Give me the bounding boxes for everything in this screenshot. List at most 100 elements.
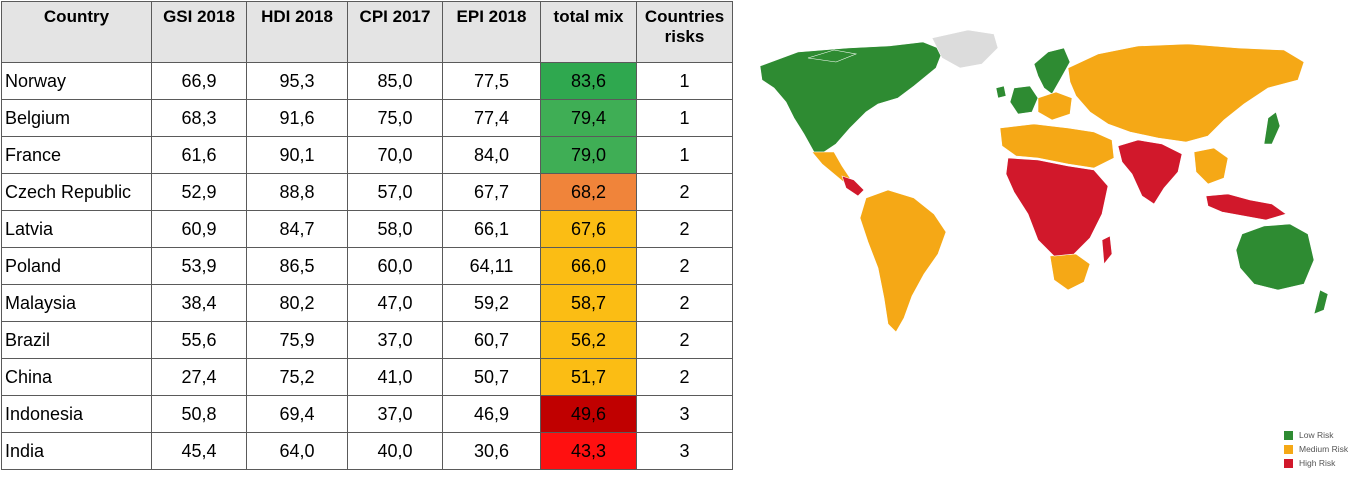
cell-hdi: 95,3 (246, 62, 348, 100)
cell-mix: 49,6 (540, 395, 637, 433)
table-row: India 45,4 64,0 40,0 30,6 43,3 3 (1, 432, 733, 470)
map-region-high-risk (841, 139, 1287, 265)
cell-country: India (1, 432, 152, 470)
cell-hdi: 75,9 (246, 321, 348, 359)
cell-country: Malaysia (1, 284, 152, 322)
cell-risk: 2 (636, 247, 733, 285)
header-country: Country (1, 1, 152, 63)
table-row: Czech Republic 52,9 88,8 57,0 67,7 68,2 2 (1, 173, 733, 211)
cell-epi: 50,7 (442, 358, 541, 396)
legend-swatch-low (1284, 430, 1293, 440)
cell-epi: 67,7 (442, 173, 541, 211)
cell-epi: 60,7 (442, 321, 541, 359)
cell-country: Norway (1, 62, 152, 100)
table-body: Norway 66,9 95,3 85,0 77,5 83,6 1 Belgium 68,3 91… (1, 62, 733, 470)
cell-cpi: 57,0 (347, 173, 443, 211)
table-row: China 27,4 75,2 41,0 50,7 51,7 2 (1, 358, 733, 396)
cell-mix: 43,3 (540, 432, 637, 470)
cell-epi: 64,11 (442, 247, 541, 285)
country-risk-table: Country GSI 2018 HDI 2018 CPI 2017 EPI 2… (1, 1, 733, 470)
table-row: Poland 53,9 86,5 60,0 64,11 66,0 2 (1, 247, 733, 285)
cell-mix: 68,2 (540, 173, 637, 211)
cell-epi: 84,0 (442, 136, 541, 174)
legend-item-medium: Medium Risk (1284, 442, 1348, 456)
cell-mix: 66,0 (540, 247, 637, 285)
cell-gsi: 60,9 (151, 210, 247, 248)
cell-risk: 2 (636, 173, 733, 211)
cell-epi: 77,5 (442, 62, 541, 100)
cell-hdi: 88,8 (246, 173, 348, 211)
cell-risk: 1 (636, 62, 733, 100)
cell-gsi: 61,6 (151, 136, 247, 174)
cell-gsi: 55,6 (151, 321, 247, 359)
table-row: Belgium 68,3 91,6 75,0 77,4 79,4 1 (1, 99, 733, 137)
map-region-medium-risk (811, 43, 1305, 333)
header-hdi: HDI 2018 (246, 1, 348, 63)
cell-hdi: 90,1 (246, 136, 348, 174)
cell-mix: 58,7 (540, 284, 637, 322)
cell-country: China (1, 358, 152, 396)
cell-risk: 1 (636, 99, 733, 137)
cell-hdi: 91,6 (246, 99, 348, 137)
cell-mix: 51,7 (540, 358, 637, 396)
cell-gsi: 45,4 (151, 432, 247, 470)
legend-item-high: High Risk (1284, 456, 1348, 470)
cell-risk: 2 (636, 284, 733, 322)
cell-country: France (1, 136, 152, 174)
cell-hdi: 69,4 (246, 395, 348, 433)
cell-gsi: 53,9 (151, 247, 247, 285)
cell-epi: 46,9 (442, 395, 541, 433)
legend-label-low: Low Risk (1299, 430, 1334, 440)
cell-cpi: 60,0 (347, 247, 443, 285)
legend-swatch-high (1284, 458, 1293, 468)
legend-label-high: High Risk (1299, 458, 1336, 468)
header-countries-risks: Countries risks (636, 1, 733, 63)
cell-risk: 2 (636, 358, 733, 396)
map-region-no-data (931, 29, 999, 69)
header-epi: EPI 2018 (442, 1, 541, 63)
cell-country: Brazil (1, 321, 152, 359)
cell-hdi: 75,2 (246, 358, 348, 396)
cell-hdi: 64,0 (246, 432, 348, 470)
header-total-mix: total mix (540, 1, 637, 63)
cell-risk: 2 (636, 321, 733, 359)
map-legend: Low Risk Medium Risk High Risk (1284, 428, 1348, 470)
cell-risk: 2 (636, 210, 733, 248)
cell-risk: 3 (636, 432, 733, 470)
table-row: Malaysia 38,4 80,2 47,0 59,2 58,7 2 (1, 284, 733, 322)
cell-hdi: 80,2 (246, 284, 348, 322)
map-region-low-risk (759, 41, 1329, 315)
table-row: Latvia 60,9 84,7 58,0 66,1 67,6 2 (1, 210, 733, 248)
cell-mix: 67,6 (540, 210, 637, 248)
legend-item-low: Low Risk (1284, 428, 1348, 442)
cell-mix: 79,4 (540, 99, 637, 137)
cell-epi: 59,2 (442, 284, 541, 322)
cell-hdi: 84,7 (246, 210, 348, 248)
cell-cpi: 70,0 (347, 136, 443, 174)
table-row: Brazil 55,6 75,9 37,0 60,7 56,2 2 (1, 321, 733, 359)
cell-gsi: 68,3 (151, 99, 247, 137)
cell-cpi: 37,0 (347, 321, 443, 359)
cell-mix: 79,0 (540, 136, 637, 174)
cell-country: Belgium (1, 99, 152, 137)
cell-country: Indonesia (1, 395, 152, 433)
cell-cpi: 58,0 (347, 210, 443, 248)
world-risk-map (759, 29, 1329, 333)
cell-cpi: 40,0 (347, 432, 443, 470)
cell-epi: 30,6 (442, 432, 541, 470)
cell-cpi: 75,0 (347, 99, 443, 137)
table-row: Indonesia 50,8 69,4 37,0 46,9 49,6 3 (1, 395, 733, 433)
cell-mix: 83,6 (540, 62, 637, 100)
cell-gsi: 66,9 (151, 62, 247, 100)
cell-gsi: 50,8 (151, 395, 247, 433)
table-header-row: Country GSI 2018 HDI 2018 CPI 2017 EPI 2… (1, 1, 733, 63)
cell-risk: 3 (636, 395, 733, 433)
cell-cpi: 47,0 (347, 284, 443, 322)
cell-gsi: 38,4 (151, 284, 247, 322)
cell-country: Latvia (1, 210, 152, 248)
header-cpi: CPI 2017 (347, 1, 443, 63)
legend-label-medium: Medium Risk (1299, 444, 1349, 454)
table-row: Norway 66,9 95,3 85,0 77,5 83,6 1 (1, 62, 733, 100)
header-gsi: GSI 2018 (151, 1, 247, 63)
cell-cpi: 41,0 (347, 358, 443, 396)
